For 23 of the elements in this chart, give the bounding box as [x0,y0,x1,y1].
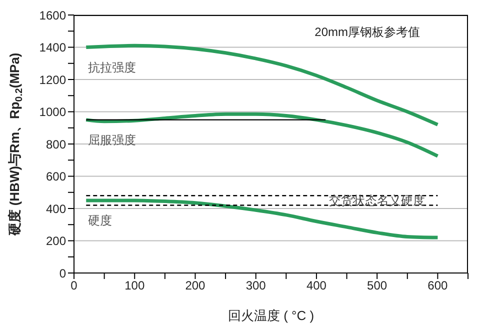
x-tick-label: 500 [367,278,388,293]
annotation: 20mm厚钢板参考值 [314,24,420,41]
y-tick-label: 200 [46,234,66,248]
line-series [84,44,440,126]
x-tick-label: 200 [185,278,206,293]
y-tick-label: 0 [59,266,66,280]
y-tick-label: 1000 [39,105,66,120]
series-label: 抗拉强度 [88,60,136,74]
y-tick-label: 800 [46,137,66,152]
x-tick-label: 600 [428,278,448,293]
y-tick-label: 400 [46,202,66,216]
series-label: 硬度 [88,213,112,228]
x-axis-title: 回火温度 ( °C ) [228,308,314,323]
x-tick-label: 100 [124,278,145,293]
y-tick-label: 600 [46,170,66,184]
y-tick-label: 1400 [39,40,66,55]
x-tick-label: 0 [70,278,78,293]
x-tick-label: 300 [246,278,266,293]
y-tick-label: 1200 [39,72,66,87]
x-tick-label: 400 [306,278,327,293]
line-series [84,112,440,158]
y-tick-label: 1600 [39,8,66,22]
series-label: 屈服强度 [88,132,136,147]
